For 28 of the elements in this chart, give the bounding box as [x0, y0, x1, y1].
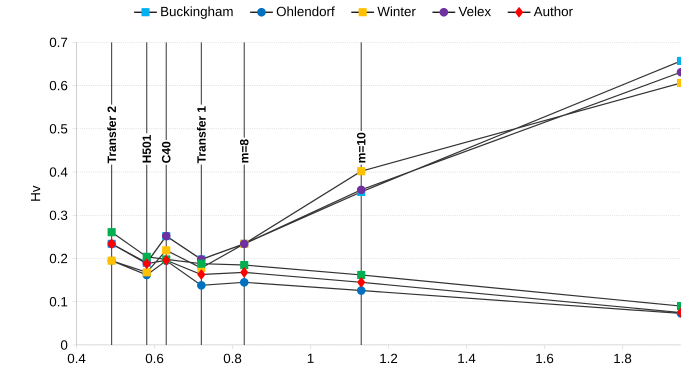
legend-label: Buckingham: [161, 6, 233, 19]
annotation: Transfer 2: [107, 106, 116, 164]
x-tick-label: 0.4: [68, 354, 86, 364]
x-tick-label: 0.6: [146, 354, 164, 364]
x-tick-label: 1.4: [458, 354, 476, 363]
annotation: C40: [162, 142, 170, 163]
legend-label: Winter: [377, 6, 416, 16]
x-tick-label: 0.8: [224, 354, 242, 364]
y-tick-label: 0.7: [50, 38, 68, 48]
annotation: m=8: [240, 139, 248, 163]
legend-label: Velex: [458, 6, 491, 16]
y-tick-label: 0.5: [50, 124, 68, 134]
legend-label: Ohlendorf: [276, 6, 335, 16]
annotation: Transfer 1: [196, 106, 206, 164]
y-tick-label: 0.3: [50, 210, 68, 220]
y-tick-label: 0.2: [50, 254, 68, 264]
y-axis-title: Hv: [30, 186, 40, 201]
y-tick-label: 0.4: [50, 167, 68, 177]
x-tick-label: 1.6: [536, 354, 554, 364]
y-tick-label: 0.1: [50, 297, 68, 306]
y-tick-label: 0: [60, 340, 68, 350]
x-tick-label: 1: [308, 354, 314, 363]
legend-label: Author: [534, 6, 573, 16]
y-tick-label: 0.6: [50, 80, 68, 90]
annotation: H501: [142, 134, 151, 163]
x-tick-label: 1.2: [380, 354, 398, 364]
x-tick-label: 1.8: [614, 354, 632, 364]
annotation: m=10: [356, 132, 366, 163]
